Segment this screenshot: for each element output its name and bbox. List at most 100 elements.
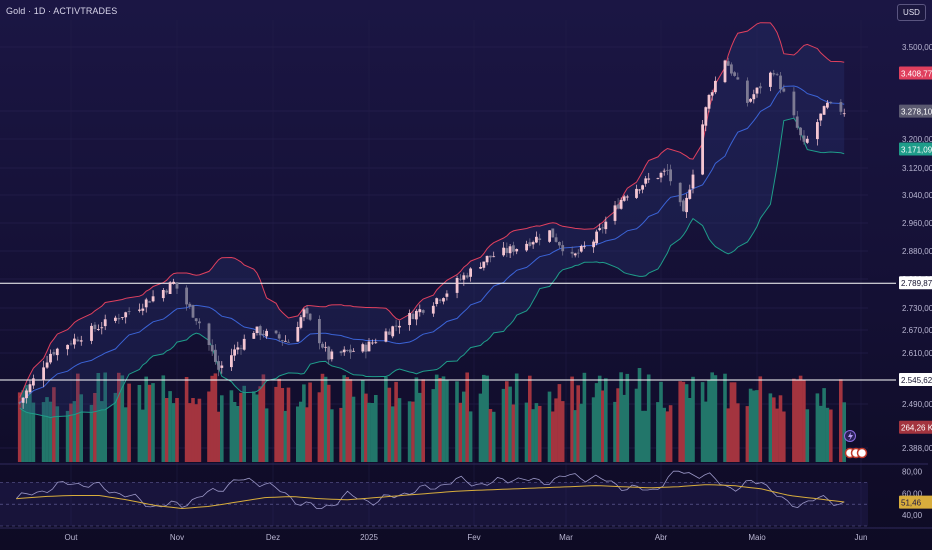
candle (103, 319, 107, 327)
candle (749, 98, 752, 102)
event-markers[interactable] (844, 430, 868, 459)
volume-bar (591, 397, 596, 462)
lightning-bolt-icon (848, 432, 853, 441)
candle (175, 282, 179, 289)
volume-bar (825, 407, 830, 462)
volume-bar (792, 378, 796, 462)
candle (384, 331, 388, 342)
volume-bar (736, 403, 740, 462)
volume-bar (384, 376, 388, 462)
volume-bar (65, 410, 70, 462)
volume-bar (534, 403, 539, 462)
volume-bar (207, 391, 211, 462)
candle (411, 313, 415, 319)
volume-bar (438, 378, 442, 462)
currency-badge[interactable]: USD (897, 4, 926, 21)
price-label (899, 104, 932, 118)
volume-bar (348, 379, 353, 462)
volume-bar (117, 372, 121, 462)
volume-bar (726, 408, 730, 462)
volume-bar (772, 397, 776, 462)
rsi-tick-label: 40,00 (902, 511, 923, 520)
time-axis[interactable]: Out Nov Dez 2025 Fev Mar Abr Maio Jun (0, 527, 932, 542)
volume-bar (668, 405, 673, 462)
volume-bar (531, 409, 535, 462)
time-tick-label: Fev (467, 533, 480, 542)
candle (758, 86, 762, 89)
volume-bar (723, 373, 727, 462)
volume-bar (326, 384, 331, 462)
price-label (899, 495, 932, 509)
volume-bar (48, 401, 53, 462)
candle (525, 243, 528, 251)
volume-bar (665, 411, 670, 462)
price-label-text: 2.789,87 (901, 279, 932, 288)
volume-bar (704, 401, 708, 462)
candle (198, 321, 201, 324)
candle (538, 238, 542, 240)
volume-bar (634, 388, 639, 462)
volume-bar (547, 391, 552, 462)
price-label (899, 373, 932, 386)
candle (508, 246, 512, 254)
volume-bar (557, 384, 562, 462)
candle (726, 61, 730, 66)
candle (685, 197, 688, 213)
volume-bar (462, 391, 466, 462)
volume-bar (659, 381, 663, 462)
symbol-title[interactable]: Gold · 1D · ACTIVTRADES (6, 6, 118, 16)
candle (435, 298, 439, 304)
volume-bar (482, 374, 486, 462)
price-tick-label: 3.120,00 (902, 164, 932, 173)
candle (551, 228, 555, 238)
price-tick-label: 2.490,00 (902, 400, 932, 409)
volume-bar (468, 411, 473, 462)
flag-icon[interactable] (856, 447, 868, 459)
candle (558, 242, 561, 246)
volume-bar (280, 388, 285, 462)
candle (371, 342, 374, 344)
candle (194, 318, 198, 322)
volume-bar (488, 409, 493, 462)
volume-bar (79, 394, 83, 462)
candle (191, 305, 195, 318)
volume-bar (296, 406, 300, 462)
candle (505, 248, 509, 253)
volume-bar (194, 404, 198, 462)
candle (707, 95, 711, 109)
volume-bar (707, 379, 711, 462)
candle (421, 310, 425, 313)
volume-bar (478, 393, 483, 462)
volume-bar (508, 386, 512, 462)
volume-bar (684, 384, 689, 462)
price-labels: 2.789,87 2.545,62 3.408,77 3.278,10 3.171,09… (899, 66, 932, 509)
volume-bar (220, 395, 224, 462)
candle (616, 204, 620, 209)
volume-bar (514, 373, 519, 462)
candle (394, 325, 398, 327)
volume-bar (485, 375, 489, 462)
volume-bar (89, 404, 94, 462)
candle (625, 196, 629, 198)
volume-bar (308, 382, 312, 462)
volume-bar (688, 398, 692, 462)
volume-bar (168, 391, 172, 462)
volume-bar (798, 375, 803, 462)
candle (462, 275, 466, 280)
candle (127, 311, 131, 312)
price-label (899, 66, 932, 80)
volume-bar (351, 396, 356, 462)
time-tick-label: Out (65, 533, 79, 542)
volume-bar (625, 373, 630, 462)
volume-bar (755, 390, 759, 462)
horizontal-lines[interactable] (0, 282, 896, 381)
volume-bar (113, 392, 118, 462)
price-tick-label: 2.388,00 (902, 444, 932, 453)
candle (258, 326, 262, 336)
volume-bar (662, 407, 666, 462)
volume-bar (397, 398, 402, 462)
volume-bar (748, 388, 753, 462)
volume-bar (161, 375, 166, 462)
volume-bar (191, 398, 195, 462)
